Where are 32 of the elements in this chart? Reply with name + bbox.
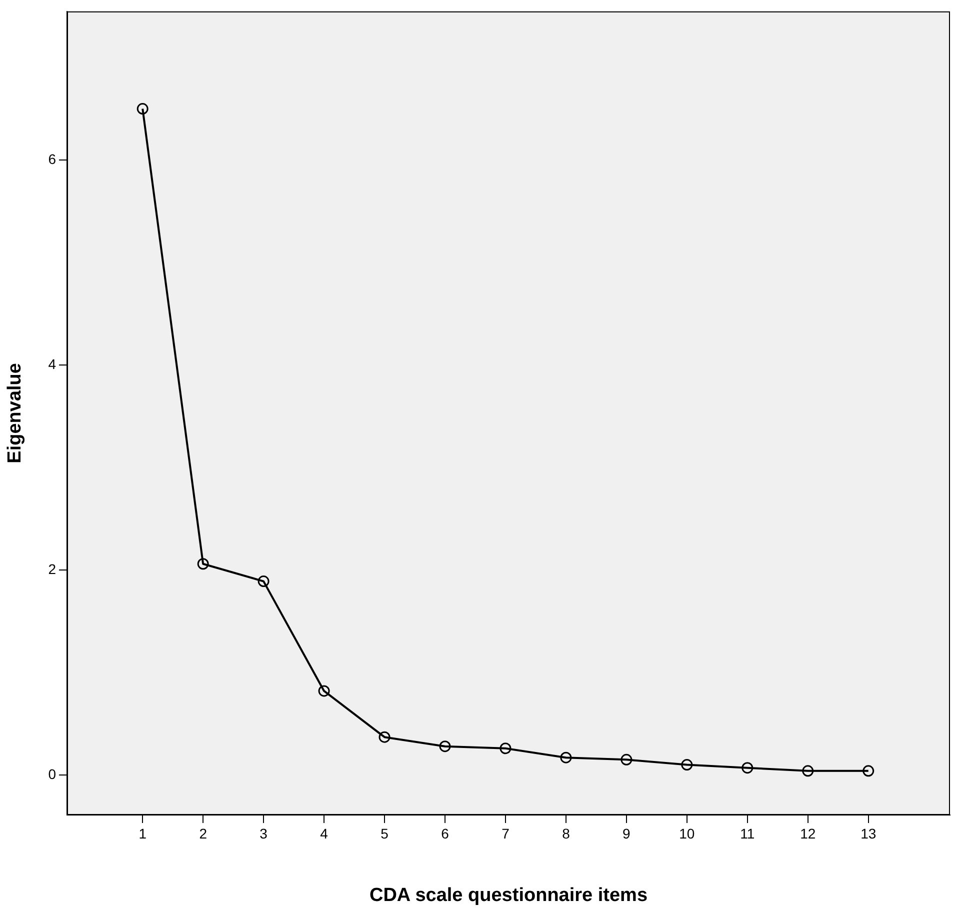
y-tick-label: 0 (48, 766, 56, 782)
y-axis-title: Eigenvalue (4, 363, 26, 464)
x-tick-label: 6 (441, 825, 450, 842)
point (500, 742, 512, 754)
point (560, 752, 572, 764)
x-tick-label: 12 (800, 825, 816, 842)
y-tick-label: 2 (48, 560, 56, 577)
point (742, 762, 754, 774)
x-tick-label: 9 (622, 825, 631, 842)
x-tick-label: 10 (679, 825, 695, 842)
x-tick-label: 4 (320, 825, 328, 842)
x-tick-label: 1 (138, 825, 147, 842)
point (258, 576, 270, 588)
x-tick-label: 7 (502, 825, 510, 842)
point (620, 754, 632, 766)
point (681, 759, 693, 771)
y-tick-label: 4 (48, 356, 56, 372)
x-tick-label: 3 (260, 825, 268, 842)
x-tick-label: 8 (562, 825, 570, 842)
x-axis-title: CDA scale questionnaire items (369, 884, 648, 906)
point (862, 765, 874, 777)
point (136, 103, 148, 115)
x-tick-label: 2 (199, 825, 208, 842)
point (378, 731, 390, 743)
point (439, 740, 451, 752)
x-tick-label: 11 (740, 825, 755, 842)
point (318, 685, 330, 697)
x-tick-label: 5 (380, 825, 389, 842)
y-tick-label: 6 (48, 150, 56, 167)
point (802, 765, 814, 777)
x-tick-label: 13 (860, 825, 876, 842)
point (197, 558, 209, 570)
